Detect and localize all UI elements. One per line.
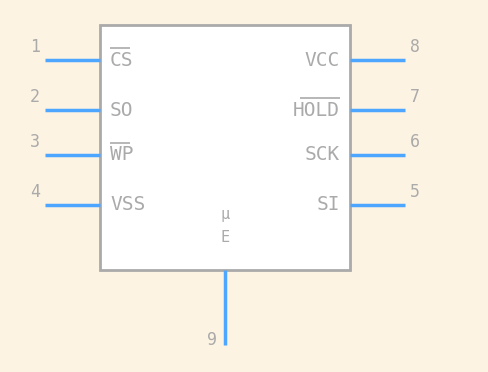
- Text: HOLD: HOLD: [293, 100, 340, 119]
- Text: 8: 8: [410, 38, 420, 56]
- Text: VCC: VCC: [305, 51, 340, 70]
- Text: 1: 1: [30, 38, 40, 56]
- Text: 3: 3: [30, 133, 40, 151]
- Text: 9: 9: [207, 331, 217, 349]
- Text: μ: μ: [221, 208, 229, 222]
- Text: SO: SO: [110, 100, 134, 119]
- Text: CS: CS: [110, 51, 134, 70]
- Text: WP: WP: [110, 145, 134, 164]
- Text: SI: SI: [317, 196, 340, 215]
- Text: 5: 5: [410, 183, 420, 201]
- Text: VSS: VSS: [110, 196, 145, 215]
- Text: E: E: [221, 231, 229, 246]
- Text: SCK: SCK: [305, 145, 340, 164]
- Text: 7: 7: [410, 88, 420, 106]
- Text: 2: 2: [30, 88, 40, 106]
- Bar: [100, 25, 350, 270]
- Text: 6: 6: [410, 133, 420, 151]
- Text: 4: 4: [30, 183, 40, 201]
